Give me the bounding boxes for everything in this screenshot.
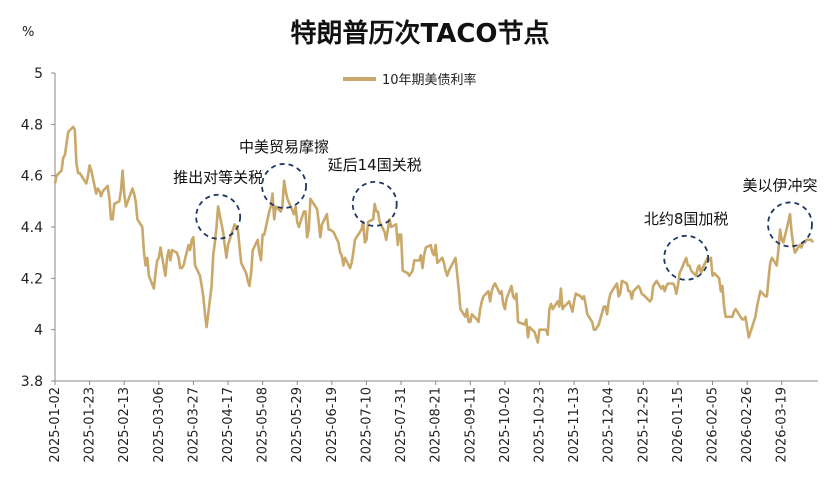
x-tick-label: 2025-05-08 — [256, 387, 271, 463]
x-tick-label: 2025-06-19 — [325, 387, 340, 463]
x-tick-label: 2025-10-23 — [532, 387, 547, 463]
y-tick-label: 3.8 — [21, 374, 43, 390]
x-tick-label: 2025-02-13 — [117, 387, 132, 463]
x-tick-label: 2026-02-05 — [706, 387, 721, 463]
y-tick-label: 4.8 — [21, 117, 43, 133]
annotation-circle — [195, 193, 242, 240]
x-tick-label: 2025-08-21 — [429, 387, 444, 463]
x-tick-label: 2025-07-31 — [394, 387, 409, 463]
annotation-circle — [261, 163, 307, 209]
x-tick-label: 2025-05-29 — [290, 387, 305, 463]
annotation-circle — [351, 180, 398, 227]
annotation-circle — [663, 234, 710, 281]
y-tick-label: 4.6 — [21, 169, 43, 185]
x-tick-label: 2025-03-06 — [152, 387, 167, 463]
plot-area — [53, 125, 815, 344]
legend: 10年期美债利率 — [343, 72, 477, 88]
x-tick-label: 2025-10-02 — [498, 387, 513, 463]
annotation-label: 北约8国加税 — [644, 210, 729, 228]
x-tick-label: 2025-12-04 — [602, 387, 617, 463]
x-tick-label: 2025-04-17 — [221, 387, 236, 463]
x-tick-label: 2026-02-26 — [740, 387, 755, 463]
x-tick-label: 2026-01-15 — [671, 387, 686, 463]
annotation-label: 延后14国关税 — [328, 156, 422, 174]
x-tick-label: 2025-09-11 — [463, 387, 478, 463]
x-tick-label: 2025-11-13 — [567, 387, 582, 463]
annotation-circle — [767, 201, 813, 248]
x-tick-label: 2025-12-25 — [636, 387, 651, 463]
annotation-label: 推出对等关税 — [173, 169, 263, 187]
x-tick-label: 2025-07-10 — [359, 387, 374, 463]
y-tick-label: 4 — [34, 323, 43, 339]
series-line — [53, 125, 815, 344]
x-tick-label: 2026-03-19 — [775, 387, 790, 463]
y-axis-unit: % — [22, 25, 34, 40]
annotation-label: 美以伊冲突 — [742, 176, 817, 194]
y-tick-label: 4.4 — [21, 220, 43, 236]
legend-label: 10年期美债利率 — [382, 72, 477, 88]
annotation-label: 中美贸易摩擦 — [239, 138, 329, 156]
x-tick-label: 2025-01-23 — [83, 387, 98, 463]
x-tick-label: 2025-01-02 — [48, 387, 63, 463]
y-tick-label: 5 — [34, 66, 43, 82]
axes: 5 4.8 4.6 4.4 4.2 4 3.8 2025-01-02 2025-01-23 202… — [21, 66, 818, 463]
x-tick-label: 2025-03-27 — [186, 387, 201, 463]
y-tick-label: 4.2 — [21, 271, 43, 287]
chart-title: 特朗普历次TACO节点 — [290, 18, 549, 49]
